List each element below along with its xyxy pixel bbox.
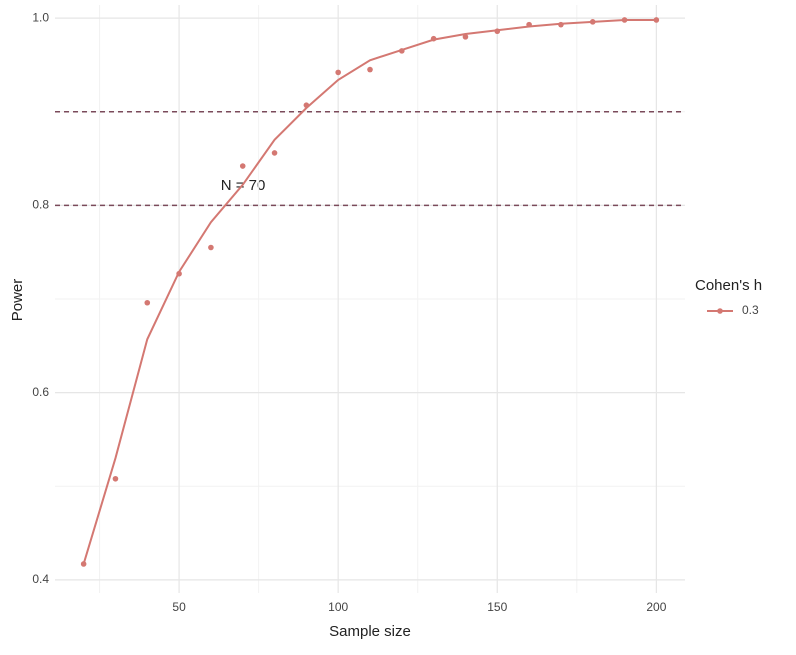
legend-label: 0.3 (742, 303, 759, 317)
point (494, 28, 501, 35)
x-tick-label: 100 (328, 600, 348, 614)
fit-line (82, 18, 657, 565)
legend-key-point (717, 308, 723, 314)
point (526, 21, 532, 28)
x-tick-label: 50 (172, 600, 186, 614)
point (589, 19, 596, 25)
point (367, 66, 373, 73)
point (653, 17, 660, 23)
y-tick-label: 0.8 (32, 198, 49, 212)
x-axis-title: Sample size (329, 623, 411, 640)
point (558, 21, 564, 28)
point (271, 150, 278, 156)
x-tick-label: 200 (646, 600, 666, 614)
y-tick-label: 0.6 (32, 385, 49, 399)
point (80, 561, 87, 567)
y-tick-label: 1.0 (32, 10, 49, 24)
point (462, 34, 469, 40)
point (176, 270, 182, 277)
point (144, 299, 151, 306)
point (208, 244, 214, 251)
point (621, 17, 628, 23)
point (335, 69, 341, 76)
point (430, 35, 437, 42)
y-tick-label: 0.4 (32, 572, 49, 586)
point (399, 48, 405, 54)
point (303, 102, 310, 108)
point (112, 475, 119, 482)
legend-title: Cohen's h (695, 277, 762, 294)
y-axis-title: Power (9, 279, 26, 322)
x-tick-label: 150 (487, 600, 507, 614)
point (239, 163, 246, 169)
